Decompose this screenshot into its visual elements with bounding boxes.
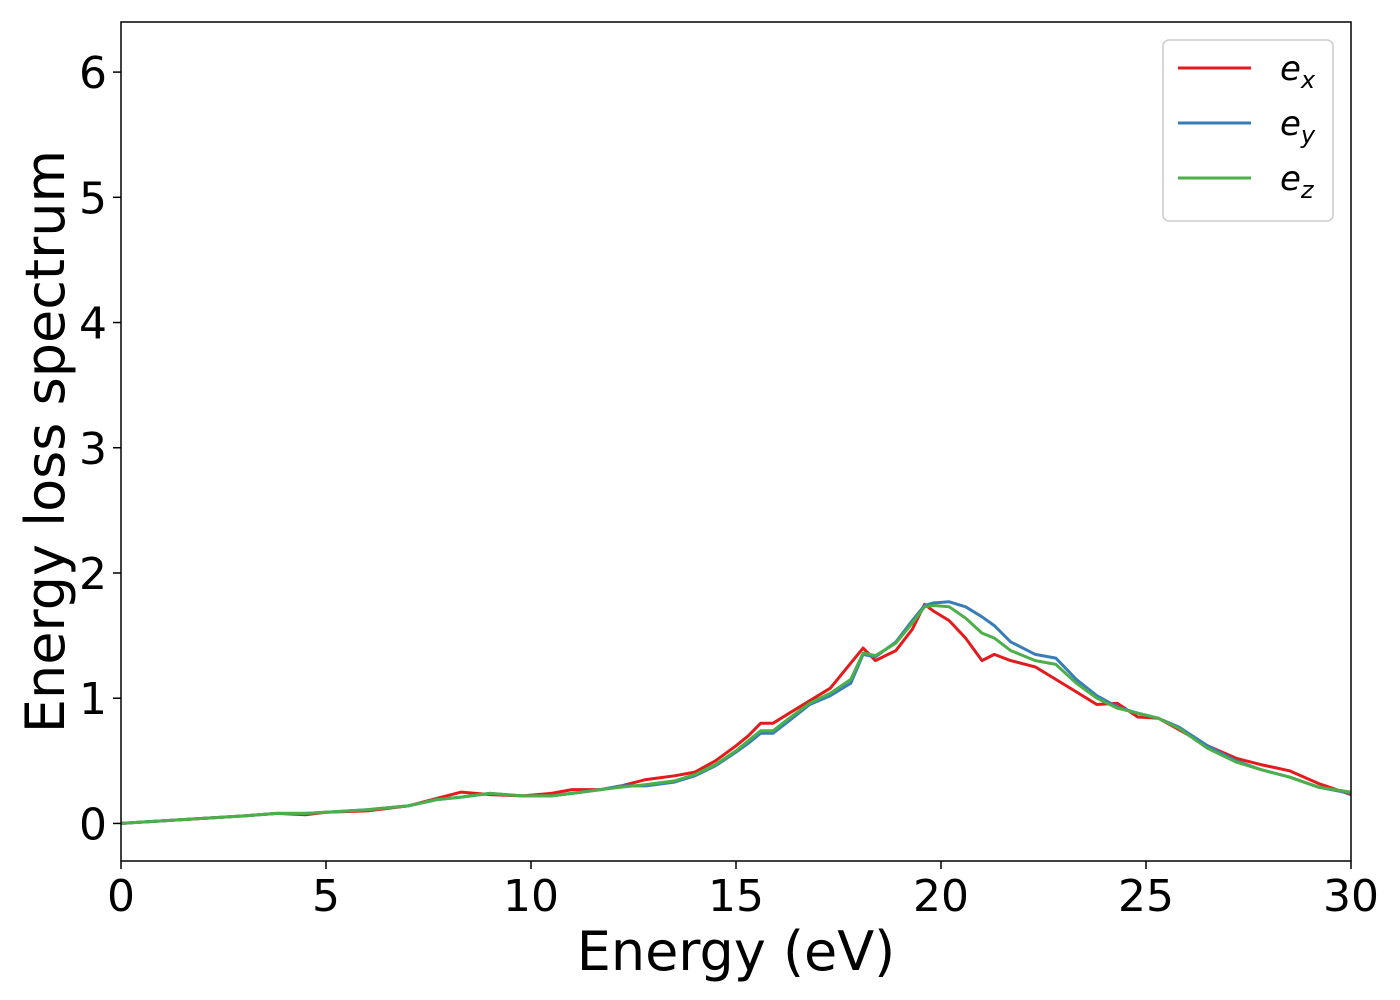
y-tick-label: 2	[79, 549, 107, 600]
legend-box	[1162, 39, 1334, 222]
x-tick-label: 5	[312, 871, 340, 922]
x-tick-label: 30	[1323, 871, 1379, 922]
y-tick-label: 0	[79, 799, 107, 850]
legend-label-x: ex	[1280, 49, 1316, 94]
x-tick-label: 15	[708, 871, 764, 922]
x-tick-label: 25	[1118, 871, 1174, 922]
series-line-z	[121, 604, 1351, 825]
y-tick-label: 4	[79, 299, 107, 350]
y-tick-label: 5	[79, 173, 107, 224]
y-axis-label: Energy loss spectrum	[14, 150, 77, 733]
y-tick-label: 6	[79, 48, 107, 99]
x-axis: 0 5 10 15 20 25 30	[107, 861, 1379, 922]
x-tick-label: 0	[107, 871, 135, 922]
y-tick-label: 1	[79, 674, 107, 725]
y-axis: 0 1 2 3 4 5 6	[79, 48, 121, 850]
plot-area	[121, 600, 1351, 825]
legend-label-z: ez	[1280, 159, 1315, 204]
y-tick-label: 3	[79, 424, 107, 475]
x-axis-label: Energy (eV)	[577, 920, 896, 983]
legend: ex ey ez	[1162, 39, 1334, 222]
legend-label-y: ey	[1280, 104, 1316, 149]
x-tick-label: 20	[913, 871, 969, 922]
x-tick-label: 10	[503, 871, 559, 922]
